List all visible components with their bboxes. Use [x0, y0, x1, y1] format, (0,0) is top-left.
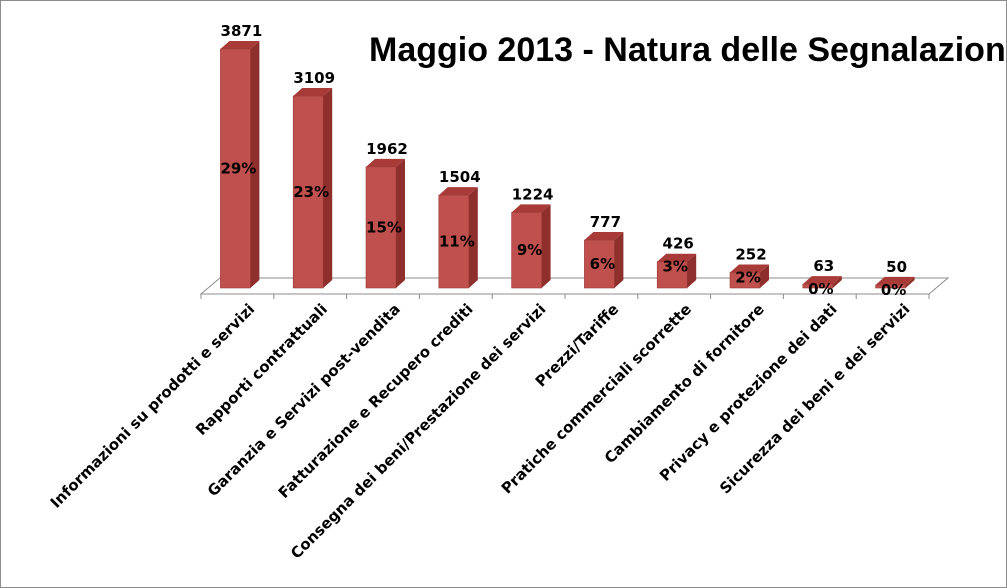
- data-label-percent: 3%: [662, 258, 687, 276]
- bar-top: [875, 276, 915, 285]
- data-label-value: 252: [735, 245, 766, 263]
- data-label-value: 1504: [439, 168, 481, 186]
- bar-side: [250, 41, 260, 288]
- data-label-value: 50: [886, 258, 907, 276]
- data-label-value: 777: [590, 213, 621, 231]
- bar-side: [687, 253, 697, 288]
- data-label-percent: 9%: [517, 241, 542, 259]
- data-label-value: 3109: [293, 69, 335, 87]
- bar-side: [760, 264, 769, 288]
- bar: [802, 283, 834, 289]
- data-label-percent: 15%: [366, 218, 402, 236]
- data-label-percent: 11%: [439, 233, 475, 251]
- bar: [729, 272, 761, 289]
- data-label-percent: 29%: [220, 160, 256, 178]
- bar-side: [396, 158, 405, 288]
- bar-top: [802, 276, 842, 285]
- data-label-value: 3871: [221, 22, 263, 40]
- bar-side: [541, 204, 551, 288]
- bar: [584, 239, 615, 289]
- bar: [656, 261, 688, 289]
- bar: [220, 48, 251, 289]
- data-label-value: 1962: [366, 140, 408, 158]
- bar-top: [366, 158, 405, 167]
- bar-top: [438, 187, 478, 196]
- bar: [875, 284, 906, 289]
- bar-top: [584, 232, 624, 241]
- x-tick-label: Consegna dei beni/Prestazione dei serviz…: [287, 300, 549, 562]
- x-tick-label: Rapporti contrattuali: [192, 300, 331, 439]
- x-tick-label: Cambiamento di fornitore: [601, 300, 768, 467]
- bar: [438, 194, 470, 289]
- bar: [511, 212, 542, 289]
- data-label-value: 1224: [512, 185, 554, 203]
- bar-top: [511, 204, 551, 213]
- bar-side: [905, 276, 915, 288]
- bar-side: [614, 232, 624, 288]
- bar-side: [468, 187, 478, 288]
- chart-title: Maggio 2013 - Natura delle Segnalazioni: [369, 31, 1007, 69]
- bar: [365, 166, 397, 289]
- data-label-value: 63: [813, 257, 834, 275]
- bar-top: [657, 253, 697, 262]
- bar-top: [220, 41, 260, 49]
- data-label-percent: 0%: [881, 281, 906, 299]
- data-label-percent: 23%: [293, 183, 329, 201]
- bar-top: [730, 264, 769, 273]
- data-label-percent: 0%: [808, 280, 833, 298]
- data-label-percent: 2%: [735, 268, 760, 286]
- bar: [292, 95, 324, 289]
- data-label-percent: 6%: [590, 255, 615, 273]
- bar-side: [832, 276, 842, 288]
- data-label-value: 426: [663, 235, 694, 253]
- bar-top: [293, 88, 333, 97]
- bar-side: [323, 88, 333, 289]
